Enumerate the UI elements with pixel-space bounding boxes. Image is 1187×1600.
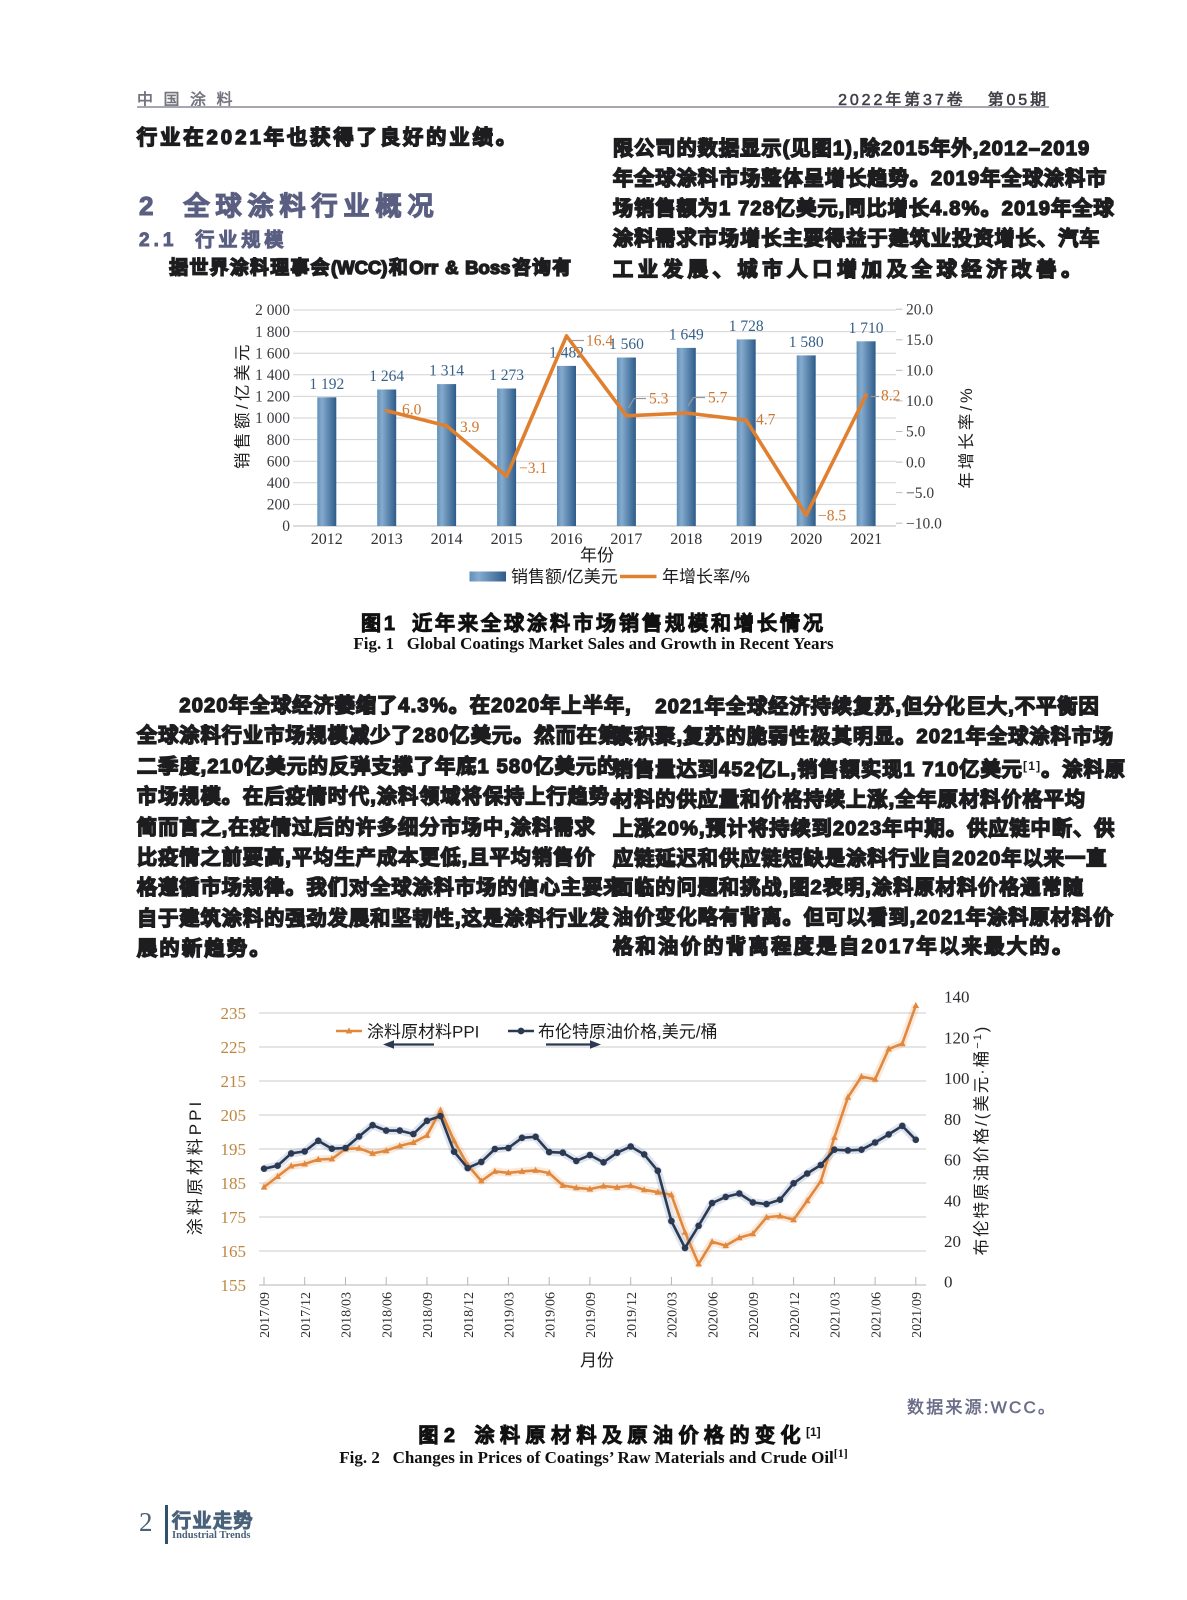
svg-text:10.0: 10.0 xyxy=(906,393,933,410)
svg-text:185: 185 xyxy=(221,1174,247,1193)
svg-text:40: 40 xyxy=(944,1191,961,1210)
svg-text:20.0: 20.0 xyxy=(906,301,933,318)
svg-text:涂料原材料PPI: 涂料原材料PPI xyxy=(367,1023,479,1042)
svg-text:2020/06: 2020/06 xyxy=(706,1292,721,1338)
svg-text:1 710: 1 710 xyxy=(849,320,884,337)
svg-text:−8.5: −8.5 xyxy=(818,508,846,525)
svg-text:0.0: 0.0 xyxy=(906,454,926,471)
svg-text:3.9: 3.9 xyxy=(460,419,480,436)
svg-text:2020/03: 2020/03 xyxy=(666,1292,681,1338)
svg-text:2 000: 2 000 xyxy=(255,302,290,319)
svg-text:8.2: 8.2 xyxy=(881,388,900,405)
svg-text:200: 200 xyxy=(267,497,291,514)
svg-text:2018: 2018 xyxy=(670,531,702,548)
svg-text:2018/03: 2018/03 xyxy=(340,1292,355,1338)
svg-text:235: 235 xyxy=(221,1004,247,1023)
svg-text:布伦特原油价格,美元/桶: 布伦特原油价格,美元/桶 xyxy=(538,1023,717,1042)
svg-text:175: 175 xyxy=(221,1208,247,1227)
svg-text:布伦特原油价格/(美元·桶−1): 布伦特原油价格/(美元·桶−1) xyxy=(972,1025,991,1256)
svg-text:2017: 2017 xyxy=(610,531,642,548)
svg-text:1 580: 1 580 xyxy=(789,334,824,351)
svg-text:2019/03: 2019/03 xyxy=(503,1292,518,1338)
svg-text:5.3: 5.3 xyxy=(649,391,669,408)
svg-text:1 200: 1 200 xyxy=(255,389,290,406)
svg-text:2017/12: 2017/12 xyxy=(299,1292,314,1338)
svg-text:140: 140 xyxy=(944,988,970,1007)
svg-text:2012: 2012 xyxy=(311,531,343,548)
svg-text:2021/09: 2021/09 xyxy=(910,1292,925,1338)
svg-text:0: 0 xyxy=(282,518,290,535)
svg-text:195: 195 xyxy=(221,1140,247,1159)
svg-text:155: 155 xyxy=(221,1276,247,1295)
svg-text:2018/06: 2018/06 xyxy=(380,1292,395,1338)
svg-text:10.0: 10.0 xyxy=(906,363,933,380)
svg-text:400: 400 xyxy=(267,475,291,492)
svg-text:年增长率/%: 年增长率/% xyxy=(662,568,750,587)
svg-text:2017/09: 2017/09 xyxy=(258,1292,273,1338)
svg-text:1 560: 1 560 xyxy=(609,336,644,353)
svg-text:120: 120 xyxy=(944,1029,970,1048)
svg-text:2021/06: 2021/06 xyxy=(869,1292,884,1338)
svg-text:2019: 2019 xyxy=(730,531,762,548)
svg-text:15.0: 15.0 xyxy=(906,332,933,349)
svg-text:2019/06: 2019/06 xyxy=(543,1292,558,1338)
svg-text:0: 0 xyxy=(944,1273,953,1292)
svg-text:600: 600 xyxy=(267,453,291,470)
svg-text:4.7: 4.7 xyxy=(756,412,776,429)
svg-text:−10.0: −10.0 xyxy=(906,515,942,532)
svg-text:2016: 2016 xyxy=(551,531,583,548)
svg-text:1 000: 1 000 xyxy=(255,410,290,427)
svg-text:1 800: 1 800 xyxy=(255,324,290,341)
svg-text:−5.0: −5.0 xyxy=(906,485,934,502)
svg-text:1 600: 1 600 xyxy=(255,345,290,362)
svg-text:1 728: 1 728 xyxy=(729,318,764,335)
svg-text:1 273: 1 273 xyxy=(489,367,524,384)
svg-text:165: 165 xyxy=(221,1242,247,1261)
svg-text:2015: 2015 xyxy=(491,531,523,548)
svg-text:2019/12: 2019/12 xyxy=(625,1292,640,1338)
svg-text:销售额/亿美元: 销售额/亿美元 xyxy=(233,341,252,469)
svg-text:2013: 2013 xyxy=(371,531,403,548)
svg-text:2021: 2021 xyxy=(850,531,882,548)
svg-text:6.0: 6.0 xyxy=(402,402,422,419)
svg-text:销售额/亿美元: 销售额/亿美元 xyxy=(511,568,618,587)
svg-text:2018/09: 2018/09 xyxy=(421,1292,436,1338)
svg-text:215: 215 xyxy=(221,1072,247,1091)
svg-text:1 400: 1 400 xyxy=(255,367,290,384)
svg-text:5.7: 5.7 xyxy=(708,390,728,407)
svg-text:−3.1: −3.1 xyxy=(519,460,547,477)
svg-text:1 264: 1 264 xyxy=(369,368,404,385)
svg-text:60: 60 xyxy=(944,1151,961,1170)
svg-text:涂料原材料PPI: 涂料原材料PPI xyxy=(186,1099,205,1235)
svg-text:1 314: 1 314 xyxy=(429,363,464,380)
svg-text:2018/12: 2018/12 xyxy=(462,1292,477,1338)
svg-text:月份: 月份 xyxy=(580,1351,614,1370)
svg-text:100: 100 xyxy=(944,1069,970,1088)
svg-text:16.4: 16.4 xyxy=(586,333,613,350)
svg-text:1 192: 1 192 xyxy=(309,376,344,393)
svg-text:年增长率/%: 年增长率/% xyxy=(957,385,976,488)
svg-text:225: 225 xyxy=(221,1038,247,1057)
svg-text:2020: 2020 xyxy=(790,531,822,548)
svg-text:2021/03: 2021/03 xyxy=(829,1292,844,1338)
svg-text:2019/09: 2019/09 xyxy=(584,1292,599,1338)
svg-text:2020/09: 2020/09 xyxy=(747,1292,762,1338)
svg-text:80: 80 xyxy=(944,1110,961,1129)
svg-text:205: 205 xyxy=(221,1106,247,1125)
svg-text:20: 20 xyxy=(944,1232,961,1251)
svg-text:800: 800 xyxy=(267,432,291,449)
svg-text:1 649: 1 649 xyxy=(669,326,704,343)
svg-text:2020/12: 2020/12 xyxy=(788,1292,803,1338)
svg-text:年份: 年份 xyxy=(580,546,614,565)
svg-text:5.0: 5.0 xyxy=(906,424,926,441)
svg-text:2014: 2014 xyxy=(431,531,463,548)
